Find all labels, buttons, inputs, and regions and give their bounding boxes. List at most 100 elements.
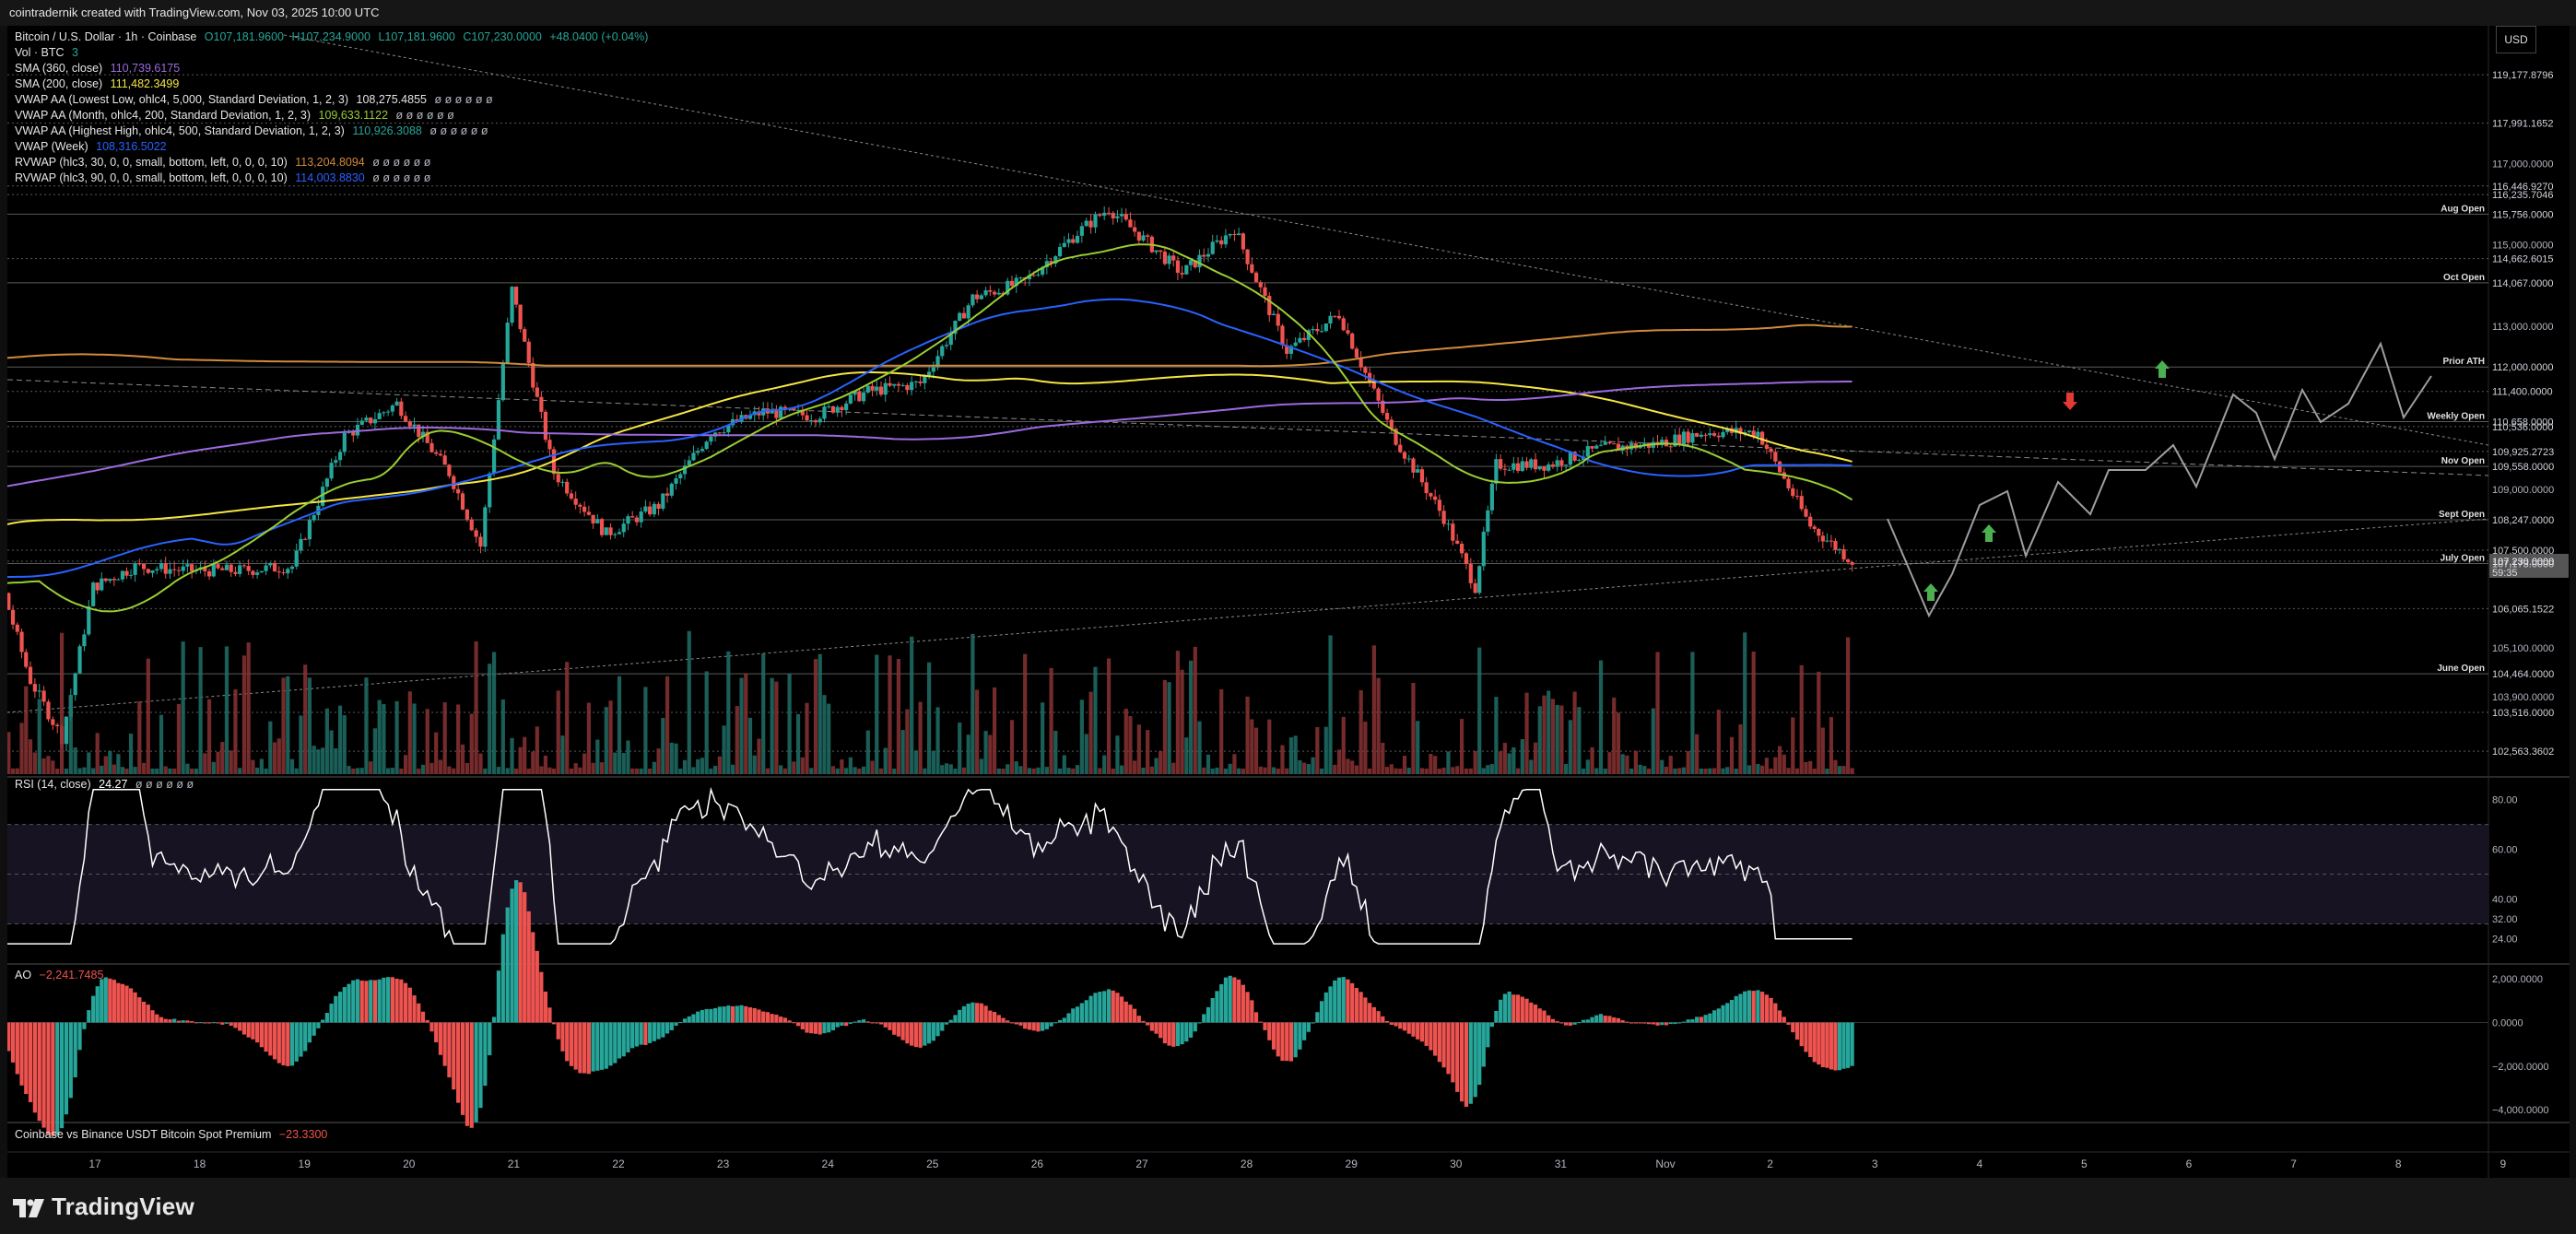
- volume-bar: [112, 764, 116, 774]
- ao-label[interactable]: AO: [15, 969, 32, 981]
- volume-bar: [59, 632, 65, 774]
- ao-bar: [224, 1022, 229, 1024]
- candle-body: [488, 473, 492, 508]
- volume-bar: [1263, 767, 1267, 774]
- volume-bar: [1057, 768, 1063, 774]
- candle-body: [372, 418, 378, 424]
- ao-bar: [1323, 992, 1328, 1023]
- ao-bar: [478, 1022, 483, 1109]
- volume-bar: [1837, 766, 1842, 774]
- ao-bar: [560, 1022, 565, 1052]
- sma360-value: 110,739.6175: [110, 62, 181, 75]
- ao-bar: [979, 1003, 983, 1023]
- candle-body: [1747, 430, 1752, 433]
- price-axis-label: 107,173.0000: [2492, 558, 2554, 570]
- candle-body: [661, 493, 665, 509]
- candle-body: [634, 517, 640, 523]
- vol-label[interactable]: Vol · BTC: [15, 46, 65, 59]
- ao-bar: [1263, 1022, 1267, 1030]
- currency-button[interactable]: USD: [2496, 26, 2536, 53]
- ao-bar: [1486, 1022, 1490, 1048]
- rsi-label[interactable]: RSI (14, close): [15, 778, 91, 791]
- vwap-month-label[interactable]: VWAP AA (Month, ohlc4, 200, Standard Dev…: [15, 109, 312, 122]
- candle-body: [159, 563, 164, 570]
- volume-bar: [1398, 768, 1403, 774]
- candle-body: [399, 401, 404, 417]
- ao-bar: [1228, 975, 1232, 1023]
- candle-body: [137, 563, 142, 565]
- ao-bar: [316, 1022, 321, 1028]
- chart-frame[interactable]: 119,177.8796 117,991.1652 116,446.9270 116,…: [7, 26, 2570, 1178]
- candle-body: [41, 690, 46, 702]
- volume-bar: [1384, 767, 1390, 774]
- rvwap30-label[interactable]: RVWAP (hlc3, 30, 0, 0, small, bottom, le…: [15, 156, 288, 169]
- premium-label[interactable]: Coinbase vs Binance USDT Bitcoin Spot Pr…: [15, 1128, 272, 1141]
- ao-bar: [159, 1017, 164, 1023]
- sma360-label[interactable]: SMA (360, close): [15, 62, 103, 75]
- volume-bar: [491, 652, 497, 774]
- vwap-low-label[interactable]: VWAP AA (Lowest Low, ohlc4, 5,000, Stand…: [15, 93, 349, 106]
- ao-bar: [656, 1022, 661, 1040]
- volume-bar: [1031, 768, 1036, 774]
- ao-bar: [652, 1022, 656, 1041]
- chart-canvas[interactable]: 119,177.8796 117,991.1652 116,446.9270116,…: [7, 26, 2570, 1178]
- symbol-title[interactable]: Bitcoin / U.S. Dollar · 1h · Coinbase: [15, 30, 197, 43]
- volume-bar: [1018, 766, 1023, 774]
- rvwap90-label[interactable]: RVWAP (hlc3, 90, 0, 0, small, bottom, le…: [15, 171, 288, 184]
- ao-bar: [1285, 1022, 1289, 1062]
- ao-bar: [1232, 977, 1237, 1023]
- price-axis-tick: 105,100.0000: [2492, 643, 2554, 654]
- ao-bar: [779, 1017, 783, 1023]
- candle-body: [229, 564, 233, 572]
- tradingview-logo[interactable]: TradingView: [13, 1193, 194, 1221]
- candle-body: [979, 295, 983, 300]
- ao-bar: [1459, 1022, 1464, 1102]
- candle-body: [190, 564, 194, 571]
- ao-bar: [1760, 992, 1765, 1023]
- volume-bar: [190, 768, 194, 774]
- time-axis-tick: 27: [1135, 1158, 1148, 1170]
- candle-body: [595, 519, 600, 523]
- candle-body: [1206, 253, 1211, 257]
- candle-body: [324, 478, 329, 488]
- volume-bar: [500, 699, 505, 774]
- ao-bar: [1837, 1022, 1842, 1071]
- volume-bar: [51, 760, 55, 774]
- ao-bar: [1489, 1022, 1494, 1028]
- candle-body: [1354, 348, 1359, 358]
- volume-bar: [1777, 746, 1782, 774]
- candle-body: [682, 465, 688, 475]
- volume-bar: [64, 768, 69, 774]
- vwap-week-label[interactable]: VWAP (Week): [15, 140, 88, 153]
- volume-bar: [1572, 691, 1577, 774]
- ao-bar: [1756, 990, 1760, 1023]
- candle-body: [900, 384, 905, 386]
- candle-body: [621, 523, 626, 533]
- rsi-legend: RSI (14, close) 24.27 ø ø ø ø ø ø: [15, 777, 198, 793]
- volume-bar: [73, 747, 77, 774]
- ao-bar: [1507, 991, 1511, 1023]
- ao-bar: [1769, 997, 1773, 1023]
- ao-bar: [1716, 1008, 1721, 1023]
- candle-body: [329, 463, 334, 479]
- candle-body: [1280, 325, 1285, 346]
- vwap-high-label[interactable]: VWAP AA (Highest High, ohlc4, 500, Stand…: [15, 124, 345, 137]
- ao-bar: [1841, 1022, 1846, 1069]
- volume-bar: [1184, 737, 1189, 774]
- volume-bar: [1406, 768, 1411, 774]
- candle-body: [483, 507, 488, 547]
- candle-body: [1607, 441, 1612, 444]
- ao-bar: [935, 1022, 940, 1037]
- volume-bar: [526, 768, 531, 774]
- candle-body: [1363, 367, 1368, 373]
- ao-bar: [523, 892, 527, 1023]
- volume-bar: [1499, 751, 1503, 774]
- ao-bar: [913, 1022, 918, 1048]
- candle-body: [1237, 233, 1241, 235]
- ao-bar: [425, 1019, 429, 1023]
- volume-bar: [835, 768, 840, 774]
- volume-bar: [1328, 635, 1333, 774]
- volume-bar: [1102, 755, 1107, 774]
- sma200-label[interactable]: SMA (200, close): [15, 77, 103, 90]
- volume-bar: [377, 699, 382, 774]
